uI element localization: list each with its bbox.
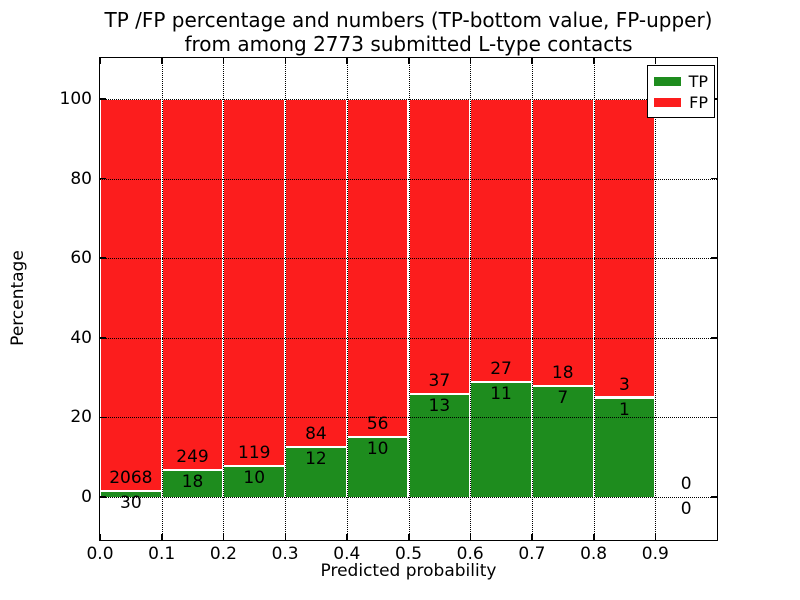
y-tick-label: 20 [70, 407, 92, 428]
tp-legend-swatch [654, 77, 681, 86]
chart-title-line1: TP /FP percentage and numbers (TP-bottom… [104, 8, 713, 32]
bar-fp-segment [408, 98, 471, 394]
bar-fp-segment [285, 98, 347, 448]
bars-layer [100, 58, 717, 540]
bar-fp-segment [470, 98, 532, 382]
x-tick-label: 0.5 [394, 544, 423, 564]
bar-tp-segment [470, 381, 532, 497]
bar-fp-segment [346, 98, 409, 437]
y-tick-label: 0 [81, 487, 92, 507]
chart-title-line2: from among 2773 submitted L-type contact… [184, 32, 633, 56]
bar-fp-segment [161, 98, 224, 471]
bar-tp-segment [285, 447, 347, 497]
fp-legend-label: FP [689, 92, 708, 112]
y-tick-label: 100 [59, 88, 92, 109]
bar-fp-segment [223, 98, 286, 467]
legend: TP FP [647, 65, 715, 118]
bar-tp-segment [408, 393, 471, 497]
y-axis-label: Percentage [8, 250, 28, 346]
bar-tp-segment [346, 436, 409, 497]
bar-tp-segment [531, 385, 594, 497]
chart-title: TP /FP percentage and numbers (TP-bottom… [100, 8, 717, 56]
x-tick-label: 0.9 [641, 544, 669, 564]
y-tick-label: 80 [70, 168, 92, 189]
tp-legend-label: TP [688, 71, 708, 91]
plot-area: 2068 30 249 18 119 10 84 12 56 10 37 13 27 11 18 7 3 1 0 0 … [99, 57, 718, 541]
bar-fp-segment [100, 98, 162, 492]
y-tick-label: 60 [70, 248, 92, 269]
bar-tp-segment [161, 470, 224, 497]
bar-tp-segment [223, 466, 286, 497]
legend-item-fp: FP [654, 92, 708, 113]
legend-item-tp: TP [654, 71, 708, 92]
x-axis-label: Predicted probability [320, 561, 497, 581]
x-tick-label: 0.4 [333, 544, 361, 564]
bar-fp-segment [531, 98, 594, 386]
x-tick-label: 0.0 [86, 544, 114, 564]
x-tick-label: 0.7 [518, 544, 546, 564]
fp-legend-swatch [654, 98, 681, 107]
x-tick-label: 0.2 [209, 544, 237, 564]
x-tick-label: 0.1 [148, 544, 176, 564]
bar-fp-segment [593, 98, 656, 398]
x-tick-label: 0.3 [271, 544, 299, 564]
bar-tp-segment [593, 397, 656, 497]
bar-tp-segment [100, 491, 162, 497]
x-tick-label: 0.8 [580, 544, 608, 564]
y-tick-label: 40 [70, 327, 92, 348]
x-tick-label: 0.6 [456, 544, 484, 564]
